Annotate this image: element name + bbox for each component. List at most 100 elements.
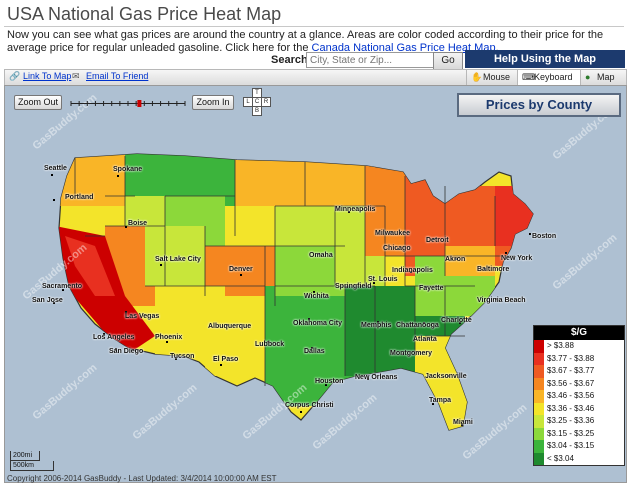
city-label-jacksonville: Jacksonville (425, 373, 467, 380)
city-label-fayette: Fayette (419, 285, 444, 292)
city-label-tampa: Tampa (429, 397, 452, 404)
city-label-st-louis: St. Louis (368, 276, 398, 283)
help-using-map-header[interactable]: Help Using the Map (465, 50, 625, 68)
intro-paragraph: Now you can see what gas prices are arou… (7, 29, 604, 54)
mode-tab-label: Keyboard (534, 72, 573, 82)
city-label-el-paso: El Paso (213, 356, 239, 363)
city-label-dallas: Dallas (304, 348, 325, 355)
legend-label: $3.56 - $3.67 (547, 378, 595, 388)
city-label-minneapolis: Minneapolis (335, 206, 376, 213)
legend-item: $3.04 - $3.15 (534, 440, 624, 453)
copyright-text: Copyright 2006-2014 GasBuddy - Last Upda… (7, 474, 277, 483)
state-borders (74, 156, 515, 386)
city-label-montgomery: Montgomery (390, 350, 432, 357)
region-utah (145, 226, 205, 286)
canada-map-link[interactable]: Canada National Gas Price Heat Map (311, 42, 496, 54)
legend-item: > $3.88 (534, 340, 624, 353)
legend-label: $3.77 - $3.88 (547, 353, 595, 363)
city-label-virginia-beach: Virginia Beach (477, 297, 526, 304)
legend-swatch (534, 390, 544, 403)
title-divider (4, 26, 624, 27)
region-nebraska (275, 206, 335, 246)
city-label-miami: Miami (453, 419, 473, 426)
legend-label: $3.04 - $3.15 (547, 441, 595, 450)
legend-label: $3.46 - $3.56 (547, 391, 595, 400)
city-label-las-vegas: Las Vegas (125, 313, 160, 320)
legend-item: $3.36 - $3.46 (534, 402, 624, 415)
legend-swatch (534, 402, 544, 415)
link-chain-icon: 🔗 (9, 71, 21, 81)
zoom-thumb[interactable] (137, 100, 142, 107)
legend-item: $3.46 - $3.56 (534, 390, 624, 403)
city-label-denver: Denver (229, 266, 253, 273)
price-legend: $/G > $3.88 $3.77 - $3.88 $3.67 - $3.77 $3.… (533, 325, 625, 466)
go-button[interactable]: Go (433, 52, 463, 70)
legend-label: $3.15 - $3.25 (547, 428, 595, 438)
price-regions (59, 154, 533, 430)
city-label-san-jose: San Jose (32, 297, 63, 304)
pan-down-button[interactable]: B (252, 106, 262, 116)
legend-swatch (534, 415, 544, 428)
map-toolbar: 🔗 Link To Map ✉ Email To Friend ✋ Mouse … (4, 69, 627, 86)
legend-label: < $3.04 (547, 453, 574, 463)
city-label-tucson: Tucson (170, 353, 195, 360)
region-virginia (445, 246, 495, 276)
legend-label: > $3.88 (547, 341, 574, 350)
legend-swatch (534, 452, 544, 465)
envelope-icon: ✉ (72, 71, 80, 81)
legend-label: $3.67 - $3.77 (547, 366, 595, 375)
keyboard-icon: ⌨ (522, 72, 535, 82)
hand-icon: ✋ (471, 72, 483, 82)
link-to-map-link[interactable]: Link To Map (23, 71, 72, 81)
city-label-charlotte: Charlotte (441, 317, 472, 324)
zoom-slider[interactable] (69, 100, 187, 107)
mode-tab-mouse[interactable]: ✋ Mouse (466, 70, 517, 85)
city-label-oklahoma-city: Oklahoma City (293, 320, 343, 327)
city-label-springfield: Springfield (335, 283, 372, 290)
city-label-baltimore: Baltimore (477, 266, 510, 273)
intro-text: Now you can see what gas prices are arou… (7, 29, 621, 55)
legend-item: $3.77 - $3.88 (534, 352, 624, 365)
city-label-new-york: New York (501, 255, 533, 262)
city-label-houston: Houston (315, 378, 344, 385)
map-viewport[interactable]: GasBuddy.com GasBuddy.com GasBuddy.com G… (4, 85, 627, 483)
city-label-salt-lake-city: Salt Lake City (155, 256, 201, 263)
legend-title: $/G (534, 326, 624, 340)
legend-item: $3.15 - $3.25 (534, 427, 624, 440)
legend-swatch (534, 352, 544, 365)
mode-tab-keyboard[interactable]: ⌨ Keyboard (517, 70, 580, 85)
prices-by-county-button[interactable]: Prices by County (457, 93, 621, 117)
city-label-boise: Boise (128, 220, 148, 227)
city-label-atlanta: Atlanta (413, 336, 437, 343)
zoom-in-button[interactable]: Zoom In (192, 95, 234, 110)
legend-item: $3.56 - $3.67 (534, 377, 624, 390)
page-title: USA National Gas Price Heat Map (7, 4, 282, 24)
zoom-ticks (70, 101, 186, 106)
city-label-chattanooga: Chattanooga (396, 322, 439, 329)
zoom-out-button[interactable]: Zoom Out (14, 95, 62, 110)
legend-label: $3.25 - $3.36 (547, 416, 595, 425)
scale-bar-miles: 200mi (10, 451, 40, 461)
city-label-milwaukee: Milwaukee (375, 230, 411, 237)
globe-icon: ● (585, 72, 591, 82)
mode-tab-label: Map (597, 72, 615, 82)
city-label-new-orleans: New Orleans (355, 374, 398, 381)
us-heat-map (58, 153, 534, 431)
email-to-friend-link[interactable]: Email To Friend (86, 71, 149, 81)
pan-right-button[interactable]: R (261, 97, 271, 107)
legend-swatch (534, 340, 544, 353)
region-new-mexico (205, 296, 265, 376)
scale-bar-km: 500km (10, 461, 54, 471)
legend-swatch (534, 377, 544, 390)
city-label-lubbock: Lubbock (255, 341, 285, 348)
city-label-portland: Portland (65, 194, 94, 201)
search-input[interactable] (306, 52, 434, 68)
city-label-omaha: Omaha (309, 252, 333, 259)
city-label-boston: Boston (532, 233, 557, 240)
city-label-albuquerque: Albuquerque (208, 323, 252, 330)
search-label: Search: (271, 54, 312, 66)
intro-end: . (495, 42, 499, 54)
mode-tab-map[interactable]: ● Map (580, 70, 627, 85)
city-label-corpus-christi: Corpus Christi (285, 402, 334, 409)
city-label-spokane: Spokane (113, 166, 143, 173)
